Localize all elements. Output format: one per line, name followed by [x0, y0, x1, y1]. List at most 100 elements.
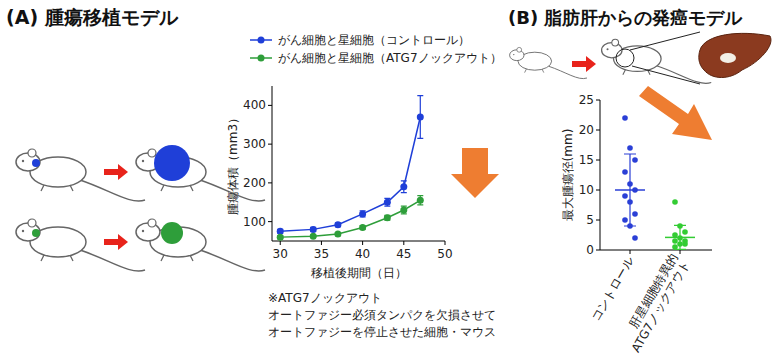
y-axis [600, 100, 601, 250]
y-tick-label: 100 [243, 215, 266, 229]
data-point [622, 217, 628, 223]
y-tick [268, 144, 272, 145]
data-point [632, 211, 638, 217]
mouse-eye [513, 54, 514, 55]
mouse-ear [612, 39, 619, 46]
y-tick [596, 100, 600, 101]
data-point [622, 115, 628, 121]
mouse-legs [41, 255, 73, 261]
mouse-head [16, 153, 40, 171]
label-line: ATG7ノックアウト [629, 258, 693, 355]
x-tick-label: 50 [437, 247, 452, 261]
y-tick [268, 182, 272, 183]
y-tick-label: 200 [243, 176, 266, 190]
mouse-tail [80, 250, 145, 271]
y-tick [268, 105, 272, 106]
mouse-head [16, 223, 40, 241]
orange-arrow [639, 86, 712, 140]
mouse-head [136, 223, 160, 241]
zoom-lines [630, 32, 700, 84]
error-bar [674, 225, 686, 249]
data-point [334, 221, 341, 228]
annotation: オートファジー必須タンパクを欠損させて [268, 308, 496, 322]
label-line: コントロール [588, 255, 636, 324]
y-tick-label: 15 [579, 153, 594, 167]
y-tick [596, 130, 600, 131]
legend: がん細胞と星細胞（コントロール）がん細胞と星細胞（ATG7ノックアウト） [250, 33, 502, 65]
y-tick-label: 20 [579, 123, 594, 137]
data-point [400, 183, 407, 190]
error-bar [624, 154, 636, 226]
error-bar [360, 211, 366, 217]
mouse-illustration [16, 219, 145, 271]
plot-area [277, 96, 424, 241]
mouse-eye [607, 48, 609, 50]
tumor-small [32, 159, 40, 167]
x-tick [362, 241, 363, 245]
data-point [384, 214, 391, 221]
mouse-eye [22, 230, 24, 232]
y-axis-label: 最大腫瘍径(mm) [561, 129, 575, 222]
x-tick-label: 40 [355, 247, 370, 261]
y-tick-label: 300 [243, 137, 266, 151]
mouse-ear [517, 47, 522, 52]
mouse-head [602, 43, 622, 58]
error-bar [417, 196, 423, 205]
x-tick-label: コントロール [588, 255, 636, 324]
x-axis [272, 241, 445, 242]
mouse-illustration [602, 39, 712, 83]
mouse-tail [80, 180, 145, 201]
x-tick [445, 241, 446, 245]
data-point [632, 157, 638, 163]
zoom-circle [616, 49, 634, 67]
mouse-eye [142, 160, 144, 162]
red-arrow [104, 234, 128, 250]
error-bar [401, 206, 407, 214]
mouse-ear [148, 149, 156, 157]
y-tick [596, 250, 600, 251]
mouse-body [30, 227, 86, 257]
y-axis-label: 腫瘍体積（mm3） [226, 112, 240, 215]
data-point [417, 197, 424, 204]
panel-a: (A) 腫瘍移植モデル3035404550100200300400移植後期間（日… [6, 6, 502, 339]
data-point [277, 234, 284, 241]
legend-label: がん細胞と星細胞（ATG7ノックアウト） [278, 51, 502, 65]
tumor-small [32, 229, 40, 237]
x-tick [280, 241, 281, 245]
tumor-large [154, 145, 190, 181]
data-point [672, 199, 678, 205]
x-tick-label: 45 [396, 247, 411, 261]
x-tick-label: 肝星細胞特異的ATG7ノックアウト [617, 251, 693, 355]
error-bar [401, 181, 407, 193]
y-tick-label: 400 [243, 98, 266, 112]
x-tick-label: 30 [273, 247, 288, 261]
y-tick-label: 25 [579, 93, 594, 107]
panel-title: (B) 脂肪肝からの発癌モデル [508, 7, 743, 28]
data-point [310, 226, 317, 233]
data-point [359, 210, 366, 217]
mouse-ear [28, 149, 36, 157]
tumor-medium [161, 222, 183, 244]
data-point [622, 169, 628, 175]
y-tick [596, 190, 600, 191]
y-tick [596, 160, 600, 161]
data-point [400, 207, 407, 214]
y-tick-label: 0 [586, 243, 594, 257]
x-tick [680, 250, 681, 254]
mouse-legs [41, 185, 73, 191]
legend-marker [258, 37, 265, 44]
data-point [682, 241, 688, 247]
x-tick [321, 241, 322, 245]
y-tick [268, 221, 272, 222]
error-bar [384, 198, 390, 206]
legend-marker [258, 55, 265, 62]
liver-tumor [720, 53, 736, 63]
mouse-legs [161, 185, 193, 191]
error-bar [417, 96, 423, 139]
annotation: ※ATG7ノックアウト [268, 291, 382, 305]
data-point [627, 145, 633, 151]
data-point [359, 224, 366, 231]
mouse-eye [22, 160, 24, 162]
y-tick-label: 10 [579, 183, 594, 197]
x-axis [600, 250, 712, 251]
